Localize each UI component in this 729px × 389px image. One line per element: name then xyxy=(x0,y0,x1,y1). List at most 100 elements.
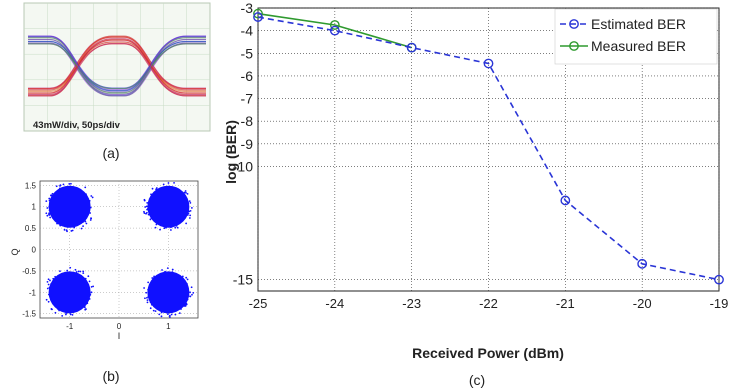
constellation-dot xyxy=(188,217,191,219)
ber-xtick--24: -24 xyxy=(325,296,344,311)
constellation-dot xyxy=(153,304,156,307)
ber-tick-labels: -25 -24 -23 -22 -21 -20 -19 -3 -4 -5 -6 -7 -8 -9 -10 -1… xyxy=(233,0,729,311)
eye-trace-23 xyxy=(28,43,206,90)
constellation-dot xyxy=(78,222,80,225)
constellation-dot xyxy=(69,313,72,316)
constellation-ytick-0: 0 xyxy=(32,246,37,255)
constellation-dot xyxy=(51,308,53,311)
constellation-dot xyxy=(52,280,55,282)
constellation-dot xyxy=(79,270,82,273)
ber-xtick--19: -19 xyxy=(710,296,729,311)
constellation-dot xyxy=(158,187,161,190)
ber-xtick--23: -23 xyxy=(402,296,421,311)
constellation-points xyxy=(45,181,195,318)
constellation-dot xyxy=(163,227,166,230)
constellation-dot xyxy=(184,215,187,218)
constellation-dot xyxy=(65,313,67,316)
constellation-dot xyxy=(174,313,177,316)
constellation-dot xyxy=(177,188,179,191)
constellation-dot xyxy=(75,271,78,273)
constellation-dot xyxy=(50,296,53,299)
constellation-dot xyxy=(48,286,51,289)
constellation-dot xyxy=(153,275,155,278)
constellation-dot xyxy=(186,293,189,295)
constellation-dot xyxy=(153,192,156,194)
constellation-dot xyxy=(187,212,190,215)
constellation-dot xyxy=(54,275,57,278)
constellation-dot xyxy=(189,201,192,204)
ber-line-estimated xyxy=(257,16,720,281)
constellation-dot xyxy=(192,291,195,294)
constellation-dot xyxy=(164,270,166,273)
constellation-dot xyxy=(45,200,48,203)
constellation-dot xyxy=(184,301,187,303)
ber-marker-estimated-1 xyxy=(329,25,340,36)
constellation-dot xyxy=(55,185,58,188)
constellation-tick-labels: -1 0 1 1.5 1 0.5 0 -0.5 -1 -1.5 xyxy=(22,181,171,331)
constellation-dot xyxy=(85,193,87,196)
constellation-dot xyxy=(82,272,85,275)
constellation-dot xyxy=(149,218,152,221)
constellation-dot xyxy=(88,280,91,283)
constellation-dot xyxy=(92,285,95,288)
ber-xlabel: Received Power (dBm) xyxy=(412,345,564,361)
panel-b: -1 0 1 1.5 1 0.5 0 -0.5 -1 -1.5 I Q (b) xyxy=(10,180,199,384)
constellation-dot xyxy=(58,189,60,192)
panel-a-caption: (a) xyxy=(102,145,119,161)
constellation-dot xyxy=(161,269,163,271)
constellation-dot xyxy=(82,221,84,223)
constellation-dot xyxy=(90,217,93,220)
constellation-dot xyxy=(156,275,159,278)
constellation-dot xyxy=(147,281,150,284)
constellation-dot xyxy=(144,206,147,208)
constellation-dot xyxy=(45,212,48,215)
constellation-dot xyxy=(48,205,51,208)
eye-trace-25 xyxy=(28,35,206,95)
ber-legend: Estimated BER Measured BER xyxy=(554,8,718,65)
constellation-dot xyxy=(45,298,48,301)
constellation-dot xyxy=(146,202,149,204)
constellation-dot xyxy=(167,182,170,184)
constellation-xlabel: I xyxy=(118,331,121,341)
ber-ytick--4: -4 xyxy=(241,23,254,39)
constellation-dot xyxy=(185,282,188,285)
constellation-dot xyxy=(154,310,157,313)
ber-ytick--3: -3 xyxy=(241,0,254,16)
constellation-dot xyxy=(58,187,61,190)
constellation-xtick-1: 1 xyxy=(166,322,171,331)
constellation-dot xyxy=(61,314,64,317)
constellation-dot xyxy=(147,295,150,298)
legend-label-1: Measured BER xyxy=(591,38,686,54)
constellation-dot xyxy=(89,212,92,214)
constellation-dot xyxy=(159,223,162,226)
constellation-dot xyxy=(178,312,181,315)
constellation-dot xyxy=(189,214,192,217)
constellation-dot xyxy=(47,300,50,303)
ber-marker-estimated-6 xyxy=(714,274,724,285)
eye-diagram-traces xyxy=(28,35,206,97)
constellation-dot xyxy=(147,213,150,216)
constellation-dot xyxy=(180,305,183,308)
constellation-dot xyxy=(185,222,188,225)
constellation-dot xyxy=(68,311,71,314)
constellation-dot xyxy=(155,223,158,226)
constellation-dot xyxy=(160,315,163,318)
constellation-dot xyxy=(66,269,69,272)
constellation-dot xyxy=(176,226,179,229)
constellation-dot xyxy=(62,183,65,186)
eye-trace-18 xyxy=(28,36,206,90)
constellation-dot xyxy=(56,222,58,225)
ber-ytick--8: -8 xyxy=(241,113,254,129)
constellation-dot xyxy=(166,313,169,316)
constellation-dot xyxy=(91,196,94,199)
constellation-dot xyxy=(84,277,87,280)
constellation-dot xyxy=(47,283,50,286)
constellation-dot xyxy=(60,309,62,312)
constellation-dot xyxy=(49,279,51,282)
constellation-dot xyxy=(85,222,88,225)
constellation-dot xyxy=(47,278,50,281)
constellation-dot xyxy=(80,275,82,278)
constellation-dot xyxy=(50,298,53,301)
eye-trace-17 xyxy=(28,37,206,94)
constellation-dot xyxy=(59,184,62,187)
